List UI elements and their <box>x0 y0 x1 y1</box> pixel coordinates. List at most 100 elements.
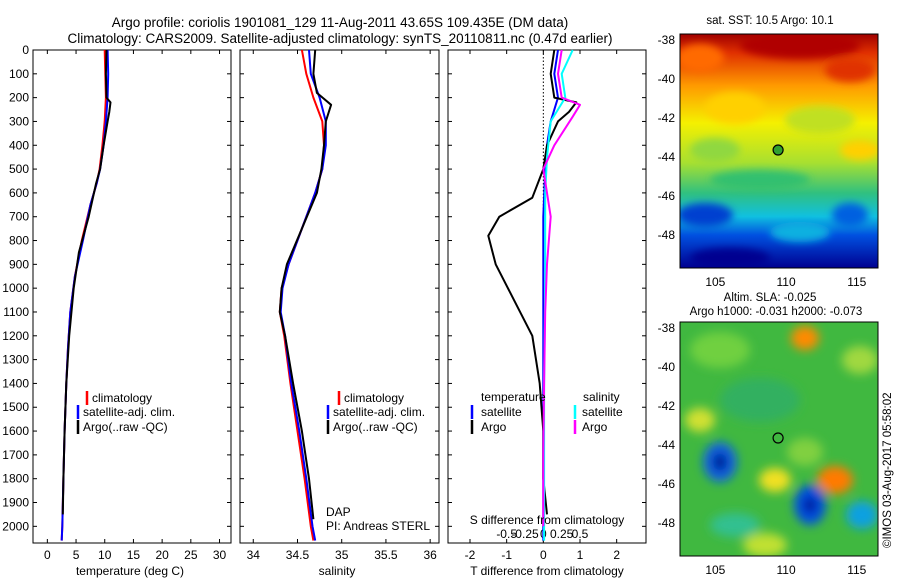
sst-map-image <box>680 34 878 268</box>
x-tick-label: 35 <box>335 548 349 562</box>
depth-tick-label: 1900 <box>2 496 29 510</box>
x-tick-label: 34.5 <box>286 548 310 562</box>
axis-ticks-layer: 0100200300400500600700800900100011001200… <box>2 33 866 577</box>
map-lat-tick-label: -38 <box>658 33 676 47</box>
depth-tick-label: 400 <box>9 138 29 152</box>
depth-tick-label: 1100 <box>3 305 29 319</box>
x-tick-label: 10 <box>98 548 112 562</box>
map-lat-tick-label: -44 <box>658 438 676 452</box>
map-lon-tick-label: 115 <box>847 275 866 289</box>
sst-map-title: sat. SST: 10.5 Argo: 10.1 <box>706 15 833 27</box>
s-difference-tick-label: -0.25 <box>511 527 539 541</box>
s-difference-axis-label: S difference from climatology <box>470 513 625 527</box>
map-lat-tick-label: -38 <box>658 321 676 335</box>
depth-tick-label: 900 <box>9 257 29 271</box>
temperature-legend: climatology satellite-adj. clim. Argo(..… <box>76 391 175 434</box>
difference-legend: temperature satellite Argo salinity sate… <box>470 390 625 527</box>
x-tick-label: 25 <box>184 548 198 562</box>
x-tick-label: 30 <box>213 548 227 562</box>
depth-tick-label: 100 <box>9 67 29 81</box>
depth-tick-label: 500 <box>9 162 29 176</box>
t-difference-axis-label: T difference from climatology <box>470 564 624 578</box>
x-tick-label: -1 <box>501 548 512 562</box>
sst-map-frame <box>679 33 879 269</box>
legend-s-argo-label: Argo <box>582 420 608 434</box>
map-lon-tick-label: 105 <box>705 563 725 577</box>
map-lon-tick-label: 115 <box>847 563 866 577</box>
salinity-legend: climatology satellite-adj. clim. Argo(..… <box>326 391 430 533</box>
depth-tick-label: 1500 <box>2 400 29 414</box>
legend-satellite-label-2: satellite-adj. clim. <box>333 405 425 419</box>
x-tick-label: 15 <box>127 548 141 562</box>
profile-line-salinity-argo <box>542 49 581 527</box>
map-lat-tick-label: -42 <box>658 111 676 125</box>
depth-tick-label: 600 <box>9 186 29 200</box>
legend-climatology-label: climatology <box>92 391 152 405</box>
profile-line-satellite-adj-clim <box>279 49 327 541</box>
legend-salinity-header: salinity <box>583 390 620 404</box>
x-tick-label: 36 <box>423 548 437 562</box>
s-difference-tick-label: -0.5 <box>496 527 517 541</box>
legend-argo-label: Argo(..raw -QC) <box>83 420 168 434</box>
legend-temperature-header: temperature <box>481 390 546 404</box>
map-lat-tick-label: -48 <box>658 516 676 530</box>
x-tick-label: 1 <box>577 548 584 562</box>
depth-tick-label: 300 <box>9 114 29 128</box>
map-lat-tick-label: -44 <box>658 150 676 164</box>
depth-tick-label: 1600 <box>2 424 29 438</box>
depth-tick-label: 1300 <box>2 353 29 367</box>
legend-t-satellite-label: satellite <box>481 405 522 419</box>
depth-tick-label: 700 <box>9 210 29 224</box>
legend-climatology-label-2: climatology <box>344 391 404 405</box>
depth-tick-label: 1700 <box>2 448 29 462</box>
depth-tick-label: 800 <box>9 234 29 248</box>
map-lat-tick-label: -42 <box>658 399 676 413</box>
legend-argo-label-2: Argo(..raw -QC) <box>333 420 418 434</box>
x-tick-label: 5 <box>73 548 80 562</box>
temperature-axis-label: temperature (deg C) <box>76 564 184 578</box>
map-lat-tick-label: -46 <box>658 477 676 491</box>
map-lon-tick-label: 110 <box>777 563 796 577</box>
depth-tick-label: 0 <box>22 43 29 57</box>
sla-map-title: Altim. SLA: -0.025 <box>724 292 817 304</box>
depth-tick-label: 2000 <box>2 519 29 533</box>
map-lon-tick-label: 110 <box>777 275 796 289</box>
depth-tick-label: 1000 <box>2 281 29 295</box>
difference-panel-frame <box>447 49 647 544</box>
salinity-panel-frame <box>239 49 440 544</box>
x-tick-label: 34 <box>247 548 261 562</box>
x-tick-label: 0 <box>44 548 51 562</box>
pi-label: PI: Andreas STERL <box>326 519 430 533</box>
depth-tick-label: 200 <box>9 91 29 105</box>
map-lat-tick-label: -40 <box>658 360 676 374</box>
x-tick-label: 0 <box>540 548 547 562</box>
map-lat-tick-label: -46 <box>658 189 676 203</box>
legend-satellite-label: satellite-adj. clim. <box>83 405 175 419</box>
map-lon-tick-label: 105 <box>705 275 725 289</box>
sla-map-frame <box>679 321 879 557</box>
profile-lines-layer <box>60 49 581 541</box>
sst-argo-location-marker <box>772 144 784 156</box>
legend-t-argo-label: Argo <box>481 420 507 434</box>
depth-tick-label: 1200 <box>2 329 29 343</box>
x-tick-label: -2 <box>465 548 476 562</box>
depth-tick-label: 1800 <box>2 472 29 486</box>
x-tick-label: 20 <box>155 548 169 562</box>
x-tick-label: 2 <box>613 548 620 562</box>
profile-line-argo-raw-qc <box>61 49 112 515</box>
x-tick-label: 35.5 <box>374 548 398 562</box>
s-difference-tick-label: 0.5 <box>572 527 589 541</box>
sla-map-image <box>680 322 878 556</box>
dap-label: DAP <box>326 505 351 519</box>
salinity-axis-label: salinity <box>319 564 356 578</box>
figure-title-line1: Argo profile: coriolis 1901081_129 11-Au… <box>112 15 569 30</box>
imos-credit: ©IMOS 03-Aug-2017 05:58:02 <box>882 392 894 548</box>
legend-s-satellite-label: satellite <box>582 405 623 419</box>
sla-map-subtitle: Argo h1000: -0.031 h2000: -0.073 <box>690 306 863 318</box>
map-lat-tick-label: -40 <box>658 72 676 86</box>
depth-tick-label: 1400 <box>2 376 29 390</box>
sla-argo-location-marker <box>772 432 784 444</box>
profile-line-argo-raw-qc <box>278 49 333 520</box>
s-difference-tick-label: 0.25 <box>550 527 574 541</box>
